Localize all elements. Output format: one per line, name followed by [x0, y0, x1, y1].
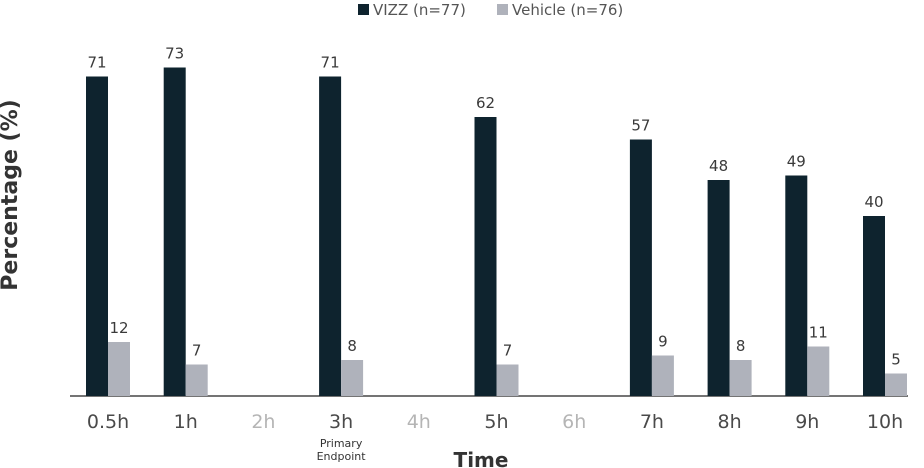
bar-vizz-5h — [474, 117, 497, 396]
value-label-vehicle-1h: 7 — [192, 342, 202, 360]
legend-swatch-vehicle — [497, 4, 508, 15]
value-label-vizz-0-5h: 71 — [87, 54, 106, 72]
legend-label-vehicle: Vehicle (n=76) — [512, 1, 623, 19]
bar-vehicle-0-5h — [108, 342, 130, 396]
value-label-vehicle-8h: 8 — [736, 337, 746, 355]
x-tick-label-8h: 8h — [718, 411, 742, 433]
legend-label-vizz: VIZZ (n=77) — [373, 1, 466, 19]
bar-vehicle-3h — [341, 360, 364, 396]
value-label-vizz-10h: 40 — [864, 193, 883, 211]
bar-vizz-10h — [863, 216, 885, 396]
value-label-vehicle-3h: 8 — [347, 337, 357, 355]
value-label-vizz-9h: 49 — [787, 153, 806, 171]
x-axis-label: Time — [454, 448, 509, 468]
bar-vizz-1h — [163, 67, 186, 396]
value-label-vizz-8h: 48 — [709, 157, 728, 175]
bar-vehicle-9h — [807, 346, 830, 396]
value-label-vehicle-7h: 9 — [658, 333, 668, 351]
x-tick-labels-group: 0.5h 1h 2h 3h 4h 5h 6h 7h 8h 9h 10h — [87, 411, 903, 433]
value-label-vehicle-0-5h: 12 — [109, 319, 128, 337]
legend: VIZZ (n=77) Vehicle (n=76) — [358, 1, 623, 19]
value-labels-group: 71 12 73 7 71 8 62 7 57 9 48 8 49 11 40 5 — [87, 45, 900, 369]
bar-vehicle-5h — [496, 364, 519, 396]
x-tick-label-0-5h: 0.5h — [87, 411, 129, 433]
x-tick-label-2h: 2h — [251, 411, 275, 433]
x-tick-label-6h: 6h — [562, 411, 586, 433]
bar-vizz-8h — [707, 180, 730, 396]
x-tick-label-10h: 10h — [867, 411, 903, 433]
value-label-vizz-7h: 57 — [631, 117, 650, 135]
annotation-3h-line-1: Primary — [320, 437, 363, 450]
bar-vehicle-7h — [651, 355, 674, 396]
annotation-3h-line-2: Endpoint — [317, 450, 367, 463]
value-label-vizz-5h: 62 — [476, 94, 495, 112]
bar-vehicle-10h — [885, 373, 907, 396]
bar-vizz-7h — [629, 139, 652, 396]
x-tick-label-9h: 9h — [795, 411, 819, 433]
x-tick-label-7h: 7h — [640, 411, 664, 433]
x-tick-label-4h: 4h — [407, 411, 431, 433]
bars-group — [86, 67, 907, 396]
bar-vizz-0-5h — [86, 76, 108, 396]
value-label-vizz-3h: 71 — [321, 54, 340, 72]
value-label-vehicle-9h: 11 — [809, 324, 828, 342]
bar-vehicle-1h — [185, 364, 208, 396]
x-tick-label-1h: 1h — [174, 411, 198, 433]
x-tick-label-5h: 5h — [484, 411, 508, 433]
y-axis-label: Percentage (%) — [0, 99, 23, 290]
x-tick-label-3h: 3h — [329, 411, 353, 433]
bar-vizz-3h — [319, 76, 342, 396]
value-label-vizz-1h: 73 — [165, 45, 184, 63]
legend-swatch-vizz — [358, 4, 369, 15]
value-label-vehicle-5h: 7 — [503, 342, 513, 360]
bar-vizz-9h — [785, 175, 808, 396]
value-label-vehicle-10h: 5 — [891, 351, 901, 369]
bar-vehicle-8h — [729, 360, 752, 396]
